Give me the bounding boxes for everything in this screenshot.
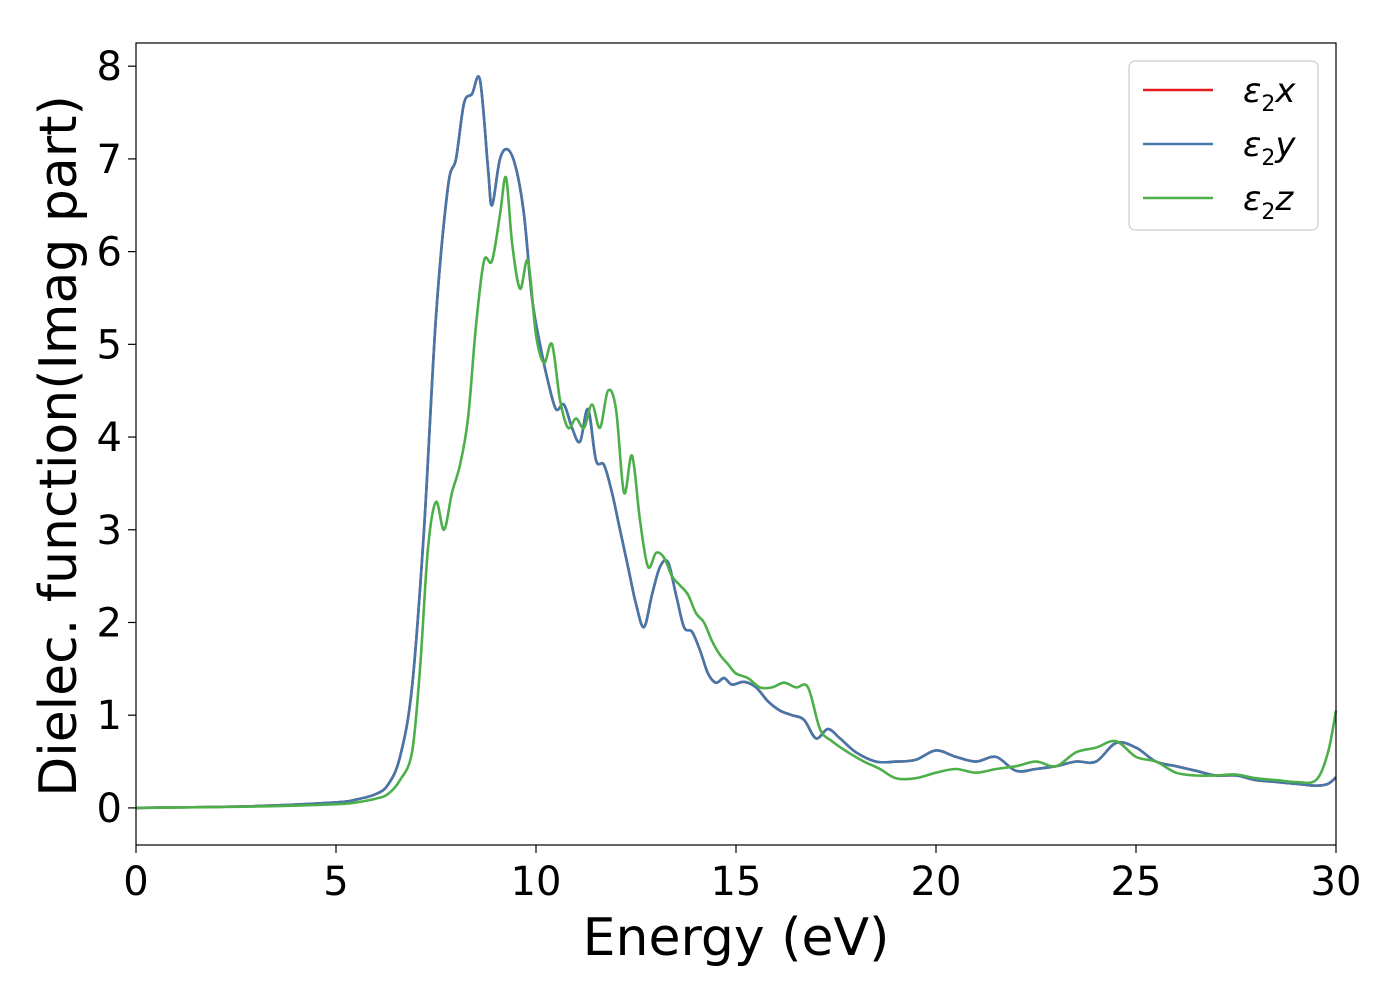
x-tick-label: 20 (911, 859, 962, 905)
series-line-y (135, 75, 1337, 810)
y-axis-ticks: 0 1 2 3 4 5 6 7 8 (97, 44, 136, 832)
legend-label-z: ε2z (1243, 179, 1294, 225)
legend-label-subscript: 2 (1261, 146, 1275, 171)
x-tick-label: 5 (323, 859, 348, 905)
legend-label-axis: y (1274, 125, 1296, 165)
legend-label-subscript: 2 (1261, 200, 1275, 225)
y-tick-label: 3 (97, 508, 122, 554)
x-axis-title: Energy (eV) (583, 908, 890, 968)
legend-label-axis: z (1274, 179, 1294, 219)
x-axis-ticks: 0 5 10 15 20 25 30 (123, 845, 1361, 905)
series-line-z (135, 175, 1338, 810)
legend-label-y: ε2y (1243, 125, 1296, 171)
x-tick-label: 15 (711, 859, 762, 905)
legend-label-axis: x (1274, 71, 1296, 111)
x-tick-label: 30 (1311, 859, 1362, 905)
legend-label-base: ε (1243, 125, 1261, 165)
legend-label-x: ε2x (1243, 71, 1296, 117)
x-tick-label: 25 (1111, 859, 1162, 905)
legend-label-subscript: 2 (1261, 92, 1275, 117)
legend-box (1128, 60, 1319, 231)
y-tick-label: 0 (97, 786, 122, 832)
y-tick-label: 5 (97, 322, 122, 368)
y-tick-label: 7 (97, 137, 122, 183)
y-tick-label: 2 (97, 600, 122, 646)
y-tick-label: 6 (97, 230, 122, 276)
y-tick-label: 8 (97, 44, 122, 90)
y-tick-label: 4 (97, 415, 122, 461)
legend-label-base: ε (1243, 179, 1261, 219)
x-tick-label: 0 (123, 859, 148, 905)
legend-label-base: ε (1243, 71, 1261, 111)
x-tick-label: 10 (511, 859, 562, 905)
y-axis-title: Dielec. function(Imag part) (29, 95, 89, 797)
y-tick-label: 1 (97, 693, 122, 739)
series-layer (135, 75, 1338, 810)
